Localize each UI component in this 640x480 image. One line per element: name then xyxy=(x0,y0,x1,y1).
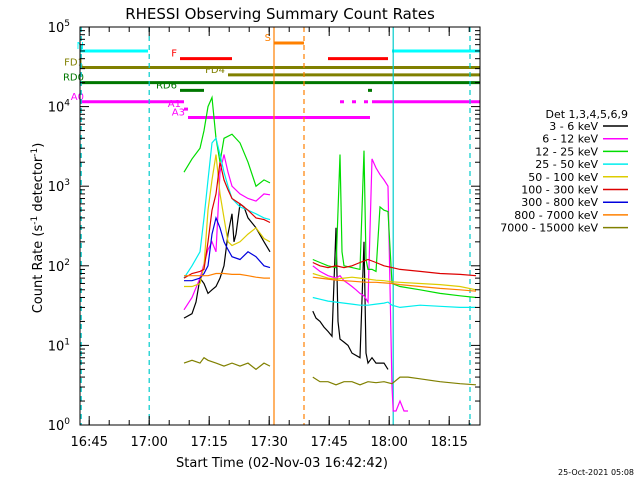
x-tick-label: 17:30 xyxy=(250,435,287,450)
legend-label: 3 - 6 keV xyxy=(549,120,598,133)
y-tick-exp: 5 xyxy=(64,19,70,29)
series-line xyxy=(183,162,271,279)
legend-label: 6 - 12 keV xyxy=(542,133,598,146)
flag-label: FD4 xyxy=(205,65,225,76)
flag-label: A1 xyxy=(168,99,181,110)
flag-label: A0 xyxy=(71,92,84,103)
series-lines xyxy=(183,95,477,412)
y-tick-base: 10 xyxy=(48,101,65,116)
flag-label: F xyxy=(171,49,177,60)
series-line xyxy=(312,227,389,370)
y-axis-label: Count Rate (s-1 detector-1) xyxy=(30,143,46,314)
x-tick-label: 18:00 xyxy=(370,435,407,450)
x-tick-label: 16:45 xyxy=(70,435,107,450)
y-label-part3: ) xyxy=(31,143,46,148)
y-tick-label: 103 xyxy=(48,178,70,195)
y-tick-base: 10 xyxy=(48,260,65,275)
series-line xyxy=(312,276,477,292)
series-line xyxy=(312,150,477,299)
flag-label: RD6 xyxy=(156,80,177,91)
series-line xyxy=(312,296,476,309)
y-tick-label: 104 xyxy=(48,99,71,116)
y-label-part2: detector xyxy=(31,156,46,216)
chart-title: RHESSI Observing Summary Count Rates xyxy=(125,5,435,23)
y-label-sup2: -1 xyxy=(30,148,40,157)
y-tick-label: 100 xyxy=(48,417,71,434)
series-line xyxy=(183,137,271,279)
flag-label: S xyxy=(265,33,271,44)
series-line xyxy=(312,272,477,291)
flag-label: FD1 xyxy=(64,57,84,68)
y-label-sup1: -1 xyxy=(30,216,40,225)
series-line xyxy=(312,376,477,386)
y-tick-exp: 0 xyxy=(64,417,70,427)
x-axis: 16:45 17:00 17:15 17:30 17:45 18:00 18:15 xyxy=(70,27,470,450)
series-line xyxy=(184,272,270,279)
vertical-markers xyxy=(80,27,471,425)
legend-label: 100 - 300 keV xyxy=(521,184,598,197)
y-tick-base: 10 xyxy=(48,339,65,354)
legend-label: 300 - 800 keV xyxy=(521,196,598,209)
y-tick-base: 10 xyxy=(48,180,65,195)
series-line xyxy=(312,158,408,412)
y-tick-exp: 4 xyxy=(64,99,70,109)
y-label-part1: Count Rate (s xyxy=(31,225,46,314)
y-tick-label: 102 xyxy=(48,258,70,275)
series-line xyxy=(312,258,477,277)
plot-frame xyxy=(79,26,481,426)
x-tick-label: 18:15 xyxy=(430,435,467,450)
y-tick-label: 105 xyxy=(48,19,70,36)
y-tick-label: 101 xyxy=(48,337,70,354)
series-line xyxy=(184,154,271,288)
legend-label: 50 - 100 keV xyxy=(528,171,598,184)
legend-label: 12 - 25 keV xyxy=(535,145,598,158)
legend-title: Det 1,3,4,5,6,9 xyxy=(545,108,628,121)
series-line xyxy=(183,154,271,311)
x-tick-label: 17:15 xyxy=(190,435,227,450)
flag-label: RD0 xyxy=(63,73,84,84)
legend-label: 7000 - 15000 keV xyxy=(500,222,598,235)
series-line xyxy=(183,356,271,371)
timestamp: 25-Oct-2021 05:08 xyxy=(558,468,634,477)
x-tick-label: 17:45 xyxy=(310,435,347,450)
y-tick-base: 10 xyxy=(48,419,65,434)
y-tick-exp: 2 xyxy=(64,258,70,268)
x-axis-label: Start Time (02-Nov-03 16:42:42) xyxy=(176,456,388,471)
y-tick-exp: 1 xyxy=(64,337,70,347)
y-tick-exp: 3 xyxy=(64,178,70,188)
flag-label: A3 xyxy=(172,107,185,118)
legend-label: 800 - 7000 keV xyxy=(514,209,598,222)
x-tick-label: 17:00 xyxy=(130,435,167,450)
legend-label: 25 - 50 keV xyxy=(535,158,598,171)
y-tick-base: 10 xyxy=(48,21,65,36)
